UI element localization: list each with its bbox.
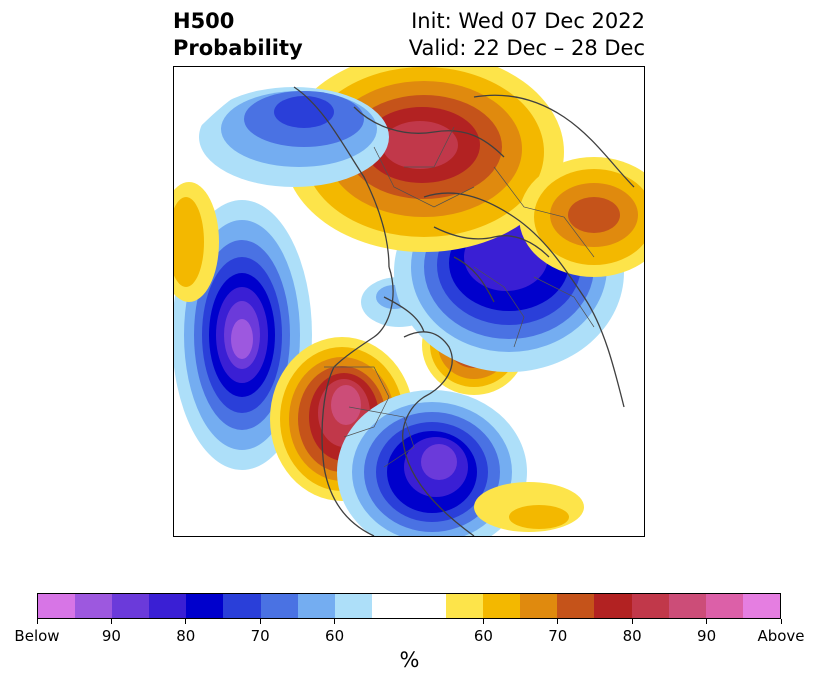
west-edge-high-core bbox=[174, 197, 204, 287]
chart-title-left: H500 Probability bbox=[173, 8, 303, 62]
variable-label: H500 bbox=[173, 9, 235, 33]
colorbar-segment bbox=[38, 594, 76, 618]
colorbar-tick bbox=[36, 619, 38, 624]
colorbar-segment bbox=[594, 594, 632, 618]
colorbar-tick bbox=[706, 619, 708, 624]
colorbar-segment bbox=[742, 594, 780, 618]
borders bbox=[324, 126, 595, 468]
colorbar-tick-label: Above bbox=[757, 627, 805, 645]
colorbar-tick bbox=[334, 619, 336, 624]
colorbar-tick-label: 70 bbox=[548, 627, 568, 645]
east-asia-trough-field bbox=[199, 87, 389, 187]
coastlines bbox=[293, 86, 635, 536]
colorbar-segment bbox=[112, 594, 150, 618]
colorbar-segment bbox=[705, 594, 743, 618]
colorbar-segment bbox=[446, 594, 484, 618]
mediterranean-high-field bbox=[519, 157, 644, 277]
colorbar-segment bbox=[223, 594, 261, 618]
probability-map bbox=[173, 66, 645, 537]
colorbar-tick-label: 90 bbox=[101, 627, 121, 645]
colorbar-segment bbox=[520, 594, 558, 618]
colorbar-tick-label: Below bbox=[14, 627, 60, 645]
colorbar-segment bbox=[668, 594, 706, 618]
colorbar-tick bbox=[185, 619, 187, 624]
colorbar-tick-label: 70 bbox=[250, 627, 270, 645]
colorbar-tick bbox=[780, 619, 782, 624]
product-label: Probability bbox=[173, 36, 303, 60]
colorbar-tick-label: 80 bbox=[176, 627, 196, 645]
colorbar-segment bbox=[631, 594, 669, 618]
colorbar-segment bbox=[297, 594, 335, 618]
colorbar-segment bbox=[483, 594, 521, 618]
colorbar-segment bbox=[186, 594, 224, 618]
colorbar-tick bbox=[482, 619, 484, 624]
colorbar-ticks: Below 90 80 70 60 60 70 80 90 Above bbox=[14, 619, 805, 645]
colorbar-segment bbox=[334, 594, 372, 618]
colorbar-tick bbox=[259, 619, 261, 624]
init-date-label: Init: Wed 07 Dec 2022 bbox=[411, 9, 645, 33]
colorbar-segment bbox=[371, 594, 409, 618]
colorbar-tick-label: 60 bbox=[325, 627, 345, 645]
map-svg bbox=[174, 67, 644, 536]
colorbar-tick bbox=[631, 619, 633, 624]
colorbar-segment bbox=[557, 594, 595, 618]
chart-title-right: Init: Wed 07 Dec 2022 Valid: 22 Dec – 28… bbox=[409, 8, 645, 62]
colorbar-segment bbox=[260, 594, 298, 618]
valid-range-label: Valid: 22 Dec – 28 Dec bbox=[408, 36, 645, 60]
colorbar-tick-label: 80 bbox=[622, 627, 642, 645]
colorbar-tick bbox=[557, 619, 559, 624]
colorbar-unit-label: % bbox=[399, 648, 420, 672]
colorbar-tick-label: 60 bbox=[473, 627, 493, 645]
atlantic-high-core bbox=[509, 505, 569, 529]
colorbar-tick bbox=[110, 619, 112, 624]
colorbar bbox=[37, 593, 781, 619]
colorbar-segment bbox=[149, 594, 187, 618]
colorbar-segment bbox=[408, 594, 447, 618]
colorbar-tick-label: 90 bbox=[697, 627, 717, 645]
colorbar-segment bbox=[75, 594, 113, 618]
